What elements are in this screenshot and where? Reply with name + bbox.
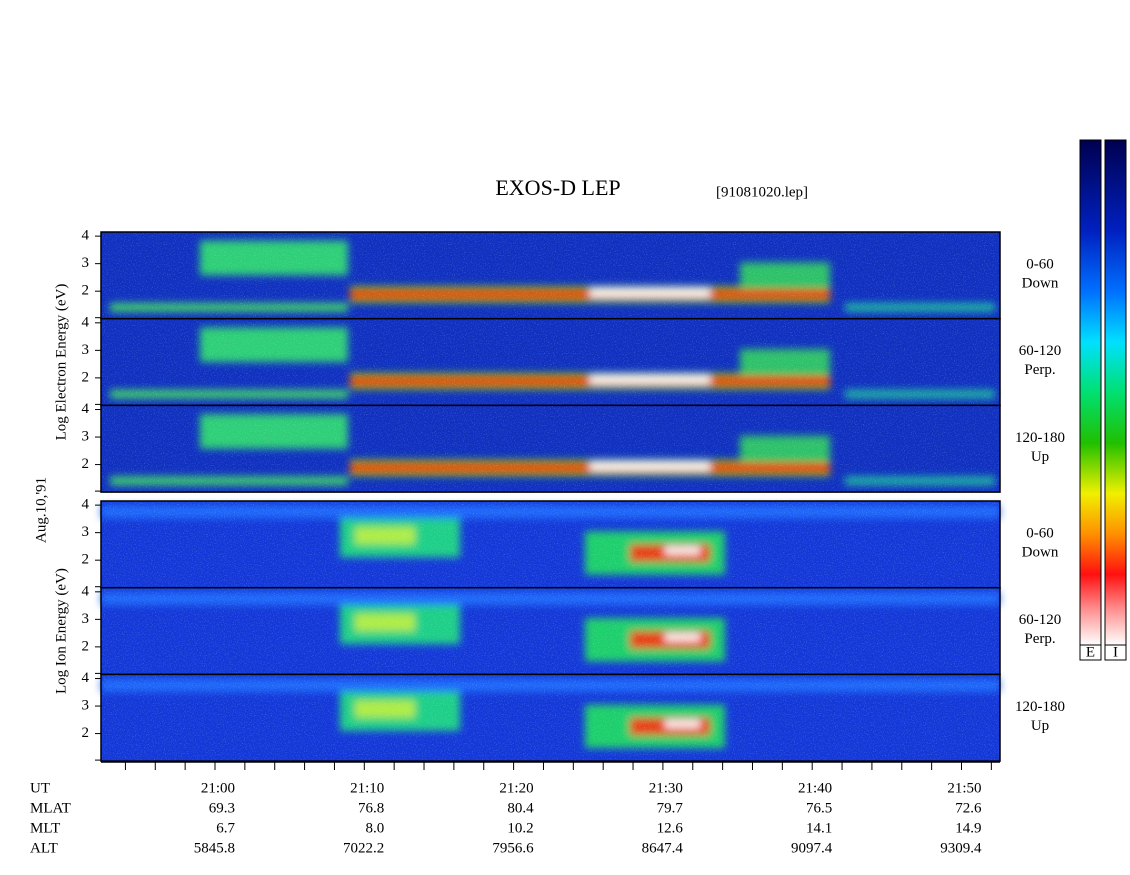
ephemeris-value: 72.6 <box>955 800 982 816</box>
y-tick-label: 4 <box>82 583 90 599</box>
spectrogram <box>101 405 1000 493</box>
ephemeris-label: UT <box>30 780 50 796</box>
panel-frame <box>100 404 1001 493</box>
ephemeris-value: 8.0 <box>366 820 385 836</box>
spectrogram <box>101 318 1000 406</box>
date-label: Aug.10,'91 <box>33 477 49 543</box>
channel-label: Perp. <box>1024 631 1055 647</box>
color-bar <box>1104 139 1127 646</box>
ephemeris-value: 6.7 <box>216 820 235 836</box>
ephemeris-value: 7956.6 <box>492 840 534 856</box>
title: EXOS-D LEP <box>495 175 620 200</box>
ephemeris-value: 21:30 <box>649 780 683 796</box>
color-bar-label: I <box>1113 644 1118 660</box>
y-tick-label: 2 <box>82 638 90 654</box>
ephemeris-value: 21:50 <box>947 780 981 796</box>
spectrogram-noise <box>101 587 1000 675</box>
ephemeris-value: 21:10 <box>350 780 384 796</box>
channel-label: Up <box>1031 718 1049 734</box>
group-label: Log Electron Energy (eV) <box>53 284 69 441</box>
spectrogram <box>101 232 1000 319</box>
ephemeris-value: 7022.2 <box>343 840 384 856</box>
y-tick-label: 2 <box>82 283 90 299</box>
y-tick-label: 3 <box>82 342 90 358</box>
y-tick-label: 4 <box>82 497 90 513</box>
ephemeris-value: 79.7 <box>657 800 684 816</box>
y-tick-label: 3 <box>82 611 90 627</box>
ephemeris-value: 21:40 <box>798 780 832 796</box>
spectrogram-noise <box>101 232 1000 319</box>
y-tick-label: 2 <box>82 369 90 385</box>
color-bar-label: E <box>1086 644 1095 660</box>
channel-label: 60-120 <box>1019 612 1062 628</box>
file-name: [91081020.lep] <box>716 184 808 200</box>
spectrogram-noise <box>101 674 1000 762</box>
y-tick-label: 3 <box>82 428 90 444</box>
channel-label: 60-120 <box>1019 343 1062 359</box>
y-tick-label: 4 <box>82 314 90 330</box>
y-tick-label: 4 <box>82 401 90 417</box>
y-tick-label: 2 <box>82 725 90 741</box>
y-tick-label: 4 <box>82 670 90 686</box>
color-bar <box>1079 139 1102 646</box>
channel-label: 0-60 <box>1026 256 1054 272</box>
spectrogram-noise <box>101 405 1000 493</box>
ephemeris-label: MLAT <box>30 800 71 816</box>
ephemeris-value: 21:20 <box>499 780 533 796</box>
channel-label: Down <box>1022 544 1059 560</box>
ephemeris-value: 9097.4 <box>791 840 833 856</box>
ephemeris-value: 12.6 <box>657 820 684 836</box>
y-tick-label: 4 <box>82 228 90 244</box>
ephemeris-label: MLT <box>30 820 60 836</box>
ephemeris-value: 9309.4 <box>940 840 982 856</box>
y-tick-label: 3 <box>82 524 90 540</box>
channel-label: Down <box>1022 275 1059 291</box>
channel-label: Up <box>1031 449 1049 465</box>
ephemeris-value: 76.8 <box>358 800 384 816</box>
channel-label: 120-180 <box>1015 699 1065 715</box>
panel-frame <box>100 673 1001 762</box>
y-tick-label: 2 <box>82 456 90 472</box>
ephemeris-value: 76.5 <box>806 800 832 816</box>
spectrogram <box>101 674 1000 762</box>
spectrogram <box>101 587 1000 675</box>
spectrogram-noise <box>101 501 1000 588</box>
y-tick-label: 2 <box>82 552 90 568</box>
ephemeris-value: 8647.4 <box>642 840 684 856</box>
channel-label: Perp. <box>1024 362 1055 378</box>
channel-label: 0-60 <box>1026 525 1054 541</box>
y-tick-label: 3 <box>82 697 90 713</box>
color-bar-box <box>1104 644 1127 661</box>
color-bar-box <box>1079 644 1102 661</box>
channel-label: 120-180 <box>1015 430 1065 446</box>
ephemeris-value: 14.1 <box>806 820 832 836</box>
ephemeris-value: 10.2 <box>507 820 533 836</box>
spectrogram <box>101 501 1000 588</box>
ephemeris-value: 5845.8 <box>194 840 235 856</box>
ephemeris-value: 14.9 <box>955 820 981 836</box>
y-tick-label: 3 <box>82 255 90 271</box>
spectrogram-noise <box>101 318 1000 406</box>
ephemeris-label: ALT <box>30 840 58 856</box>
ephemeris-value: 21:00 <box>201 780 235 796</box>
ephemeris-value: 80.4 <box>507 800 534 816</box>
ephemeris-value: 69.3 <box>209 800 235 816</box>
group-label: Log Ion Energy (eV) <box>53 568 69 694</box>
